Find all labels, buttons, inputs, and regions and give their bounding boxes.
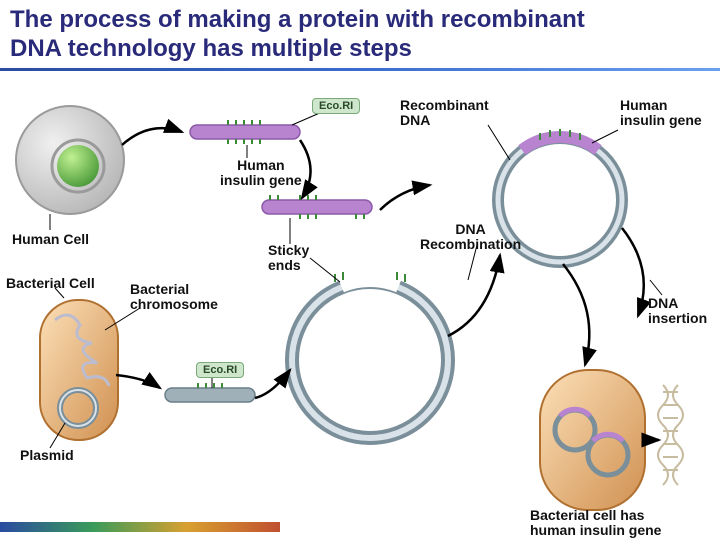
label-bacterial-cell: Bacterial Cell: [6, 276, 95, 291]
label-bacterial-chromosome: Bacterial chromosome: [130, 282, 218, 313]
human-cell-nucleus: [57, 145, 99, 187]
plasmid-open-ring: [292, 272, 448, 438]
label-human-insulin-gene-top: Human insulin gene: [620, 98, 702, 129]
pointer-insulin-topright: [592, 130, 618, 143]
pointer-recomb-dna: [488, 125, 510, 160]
pointer-sticky-ends-ring: [310, 258, 340, 282]
badge-ecori-bottom: Eco.RI: [196, 362, 244, 378]
footer-color-bar: [0, 522, 280, 532]
diagram-canvas: The process of making a protein with rec…: [0, 0, 720, 540]
gene-fragment-top: [190, 120, 300, 144]
label-dna-recombination: DNA Recombination: [420, 222, 521, 253]
label-recombinant-dna: Recombinant DNA: [400, 98, 489, 129]
label-plasmid: Plasmid: [20, 448, 74, 463]
label-bacteria-has-gene: Bacterial cell has human insulin gene: [530, 508, 661, 539]
gene-fragment-sticky: [262, 195, 372, 219]
badge-ecori-top: Eco.RI: [312, 98, 360, 114]
label-dna-insertion: DNA insertion: [648, 296, 707, 327]
label-human-insulin-gene: Human insulin gene: [220, 158, 302, 189]
label-sticky-ends: Sticky ends: [268, 243, 309, 274]
plasmid-linear-fragment: [165, 383, 255, 402]
label-human-cell: Human Cell: [12, 232, 89, 247]
protein-helix-icon: [658, 385, 683, 485]
diagram-svg: [0, 0, 720, 540]
pointer-dna-insertion: [650, 280, 662, 295]
